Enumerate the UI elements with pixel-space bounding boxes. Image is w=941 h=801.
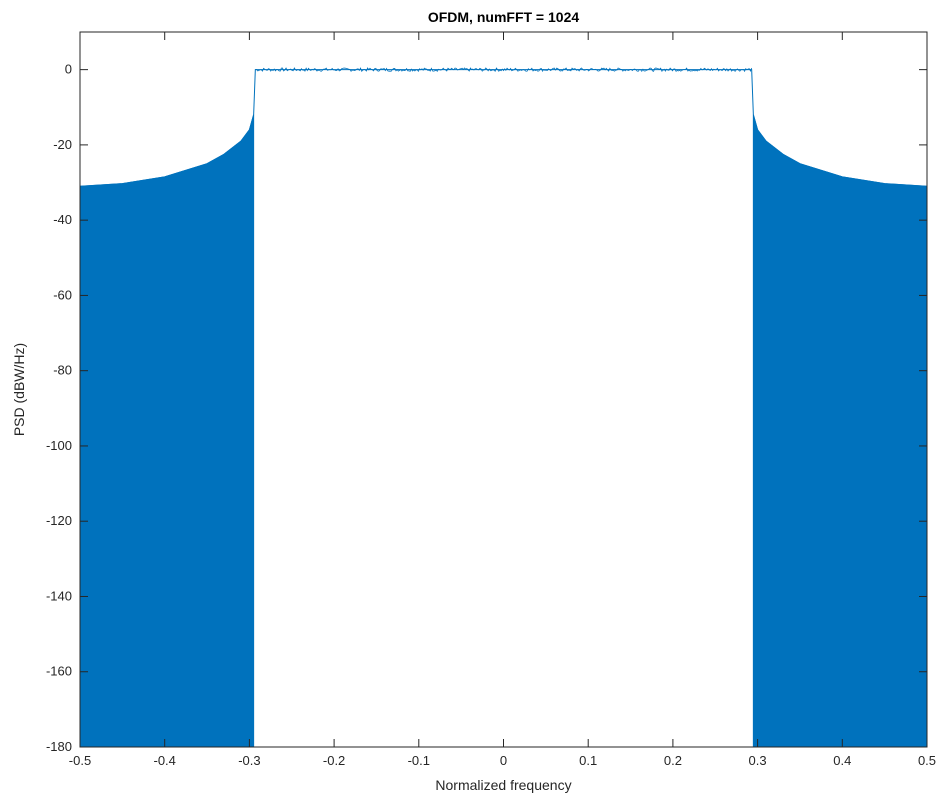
x-tick-label: -0.5 — [69, 753, 91, 768]
tick-layer: -0.5 -0.4 -0.3 -0.2 -0.1 0 0.1 0.2 0.3 0.4 0.5 0 -20… — [46, 32, 936, 768]
x-tick-label: 0 — [500, 753, 507, 768]
y-tick-label: -160 — [46, 664, 72, 679]
chart-title: OFDM, numFFT = 1024 — [428, 9, 580, 25]
x-tick-label: -0.1 — [408, 753, 430, 768]
series-layer — [79, 67, 928, 748]
psd-sideband-fill — [752, 114, 928, 748]
x-tick-label: 0.2 — [664, 753, 682, 768]
x-tick-label: 0.3 — [749, 753, 767, 768]
x-tick-label: 0.5 — [918, 753, 936, 768]
psd-sideband-fill — [79, 114, 255, 748]
y-tick-label: -60 — [53, 287, 72, 302]
x-tick-label: 0.1 — [579, 753, 597, 768]
y-tick-label: -20 — [53, 137, 72, 152]
x-tick-label: 0.4 — [833, 753, 851, 768]
y-tick-label: -120 — [46, 513, 72, 528]
x-tick-label: -0.3 — [238, 753, 260, 768]
psd-inband-ripple — [255, 67, 753, 73]
psd-line — [79, 69, 928, 187]
x-axis-label: Normalized frequency — [435, 777, 571, 793]
y-tick-label: 0 — [65, 62, 72, 77]
x-tick-label: -0.2 — [323, 753, 345, 768]
y-tick-label: -100 — [46, 438, 72, 453]
y-tick-label: -40 — [53, 212, 72, 227]
y-tick-label: -80 — [53, 363, 72, 378]
x-tick-label: -0.4 — [153, 753, 175, 768]
y-tick-label: -180 — [46, 739, 72, 754]
y-axis-label: PSD (dBW/Hz) — [11, 343, 27, 436]
y-tick-label: -140 — [46, 588, 72, 603]
